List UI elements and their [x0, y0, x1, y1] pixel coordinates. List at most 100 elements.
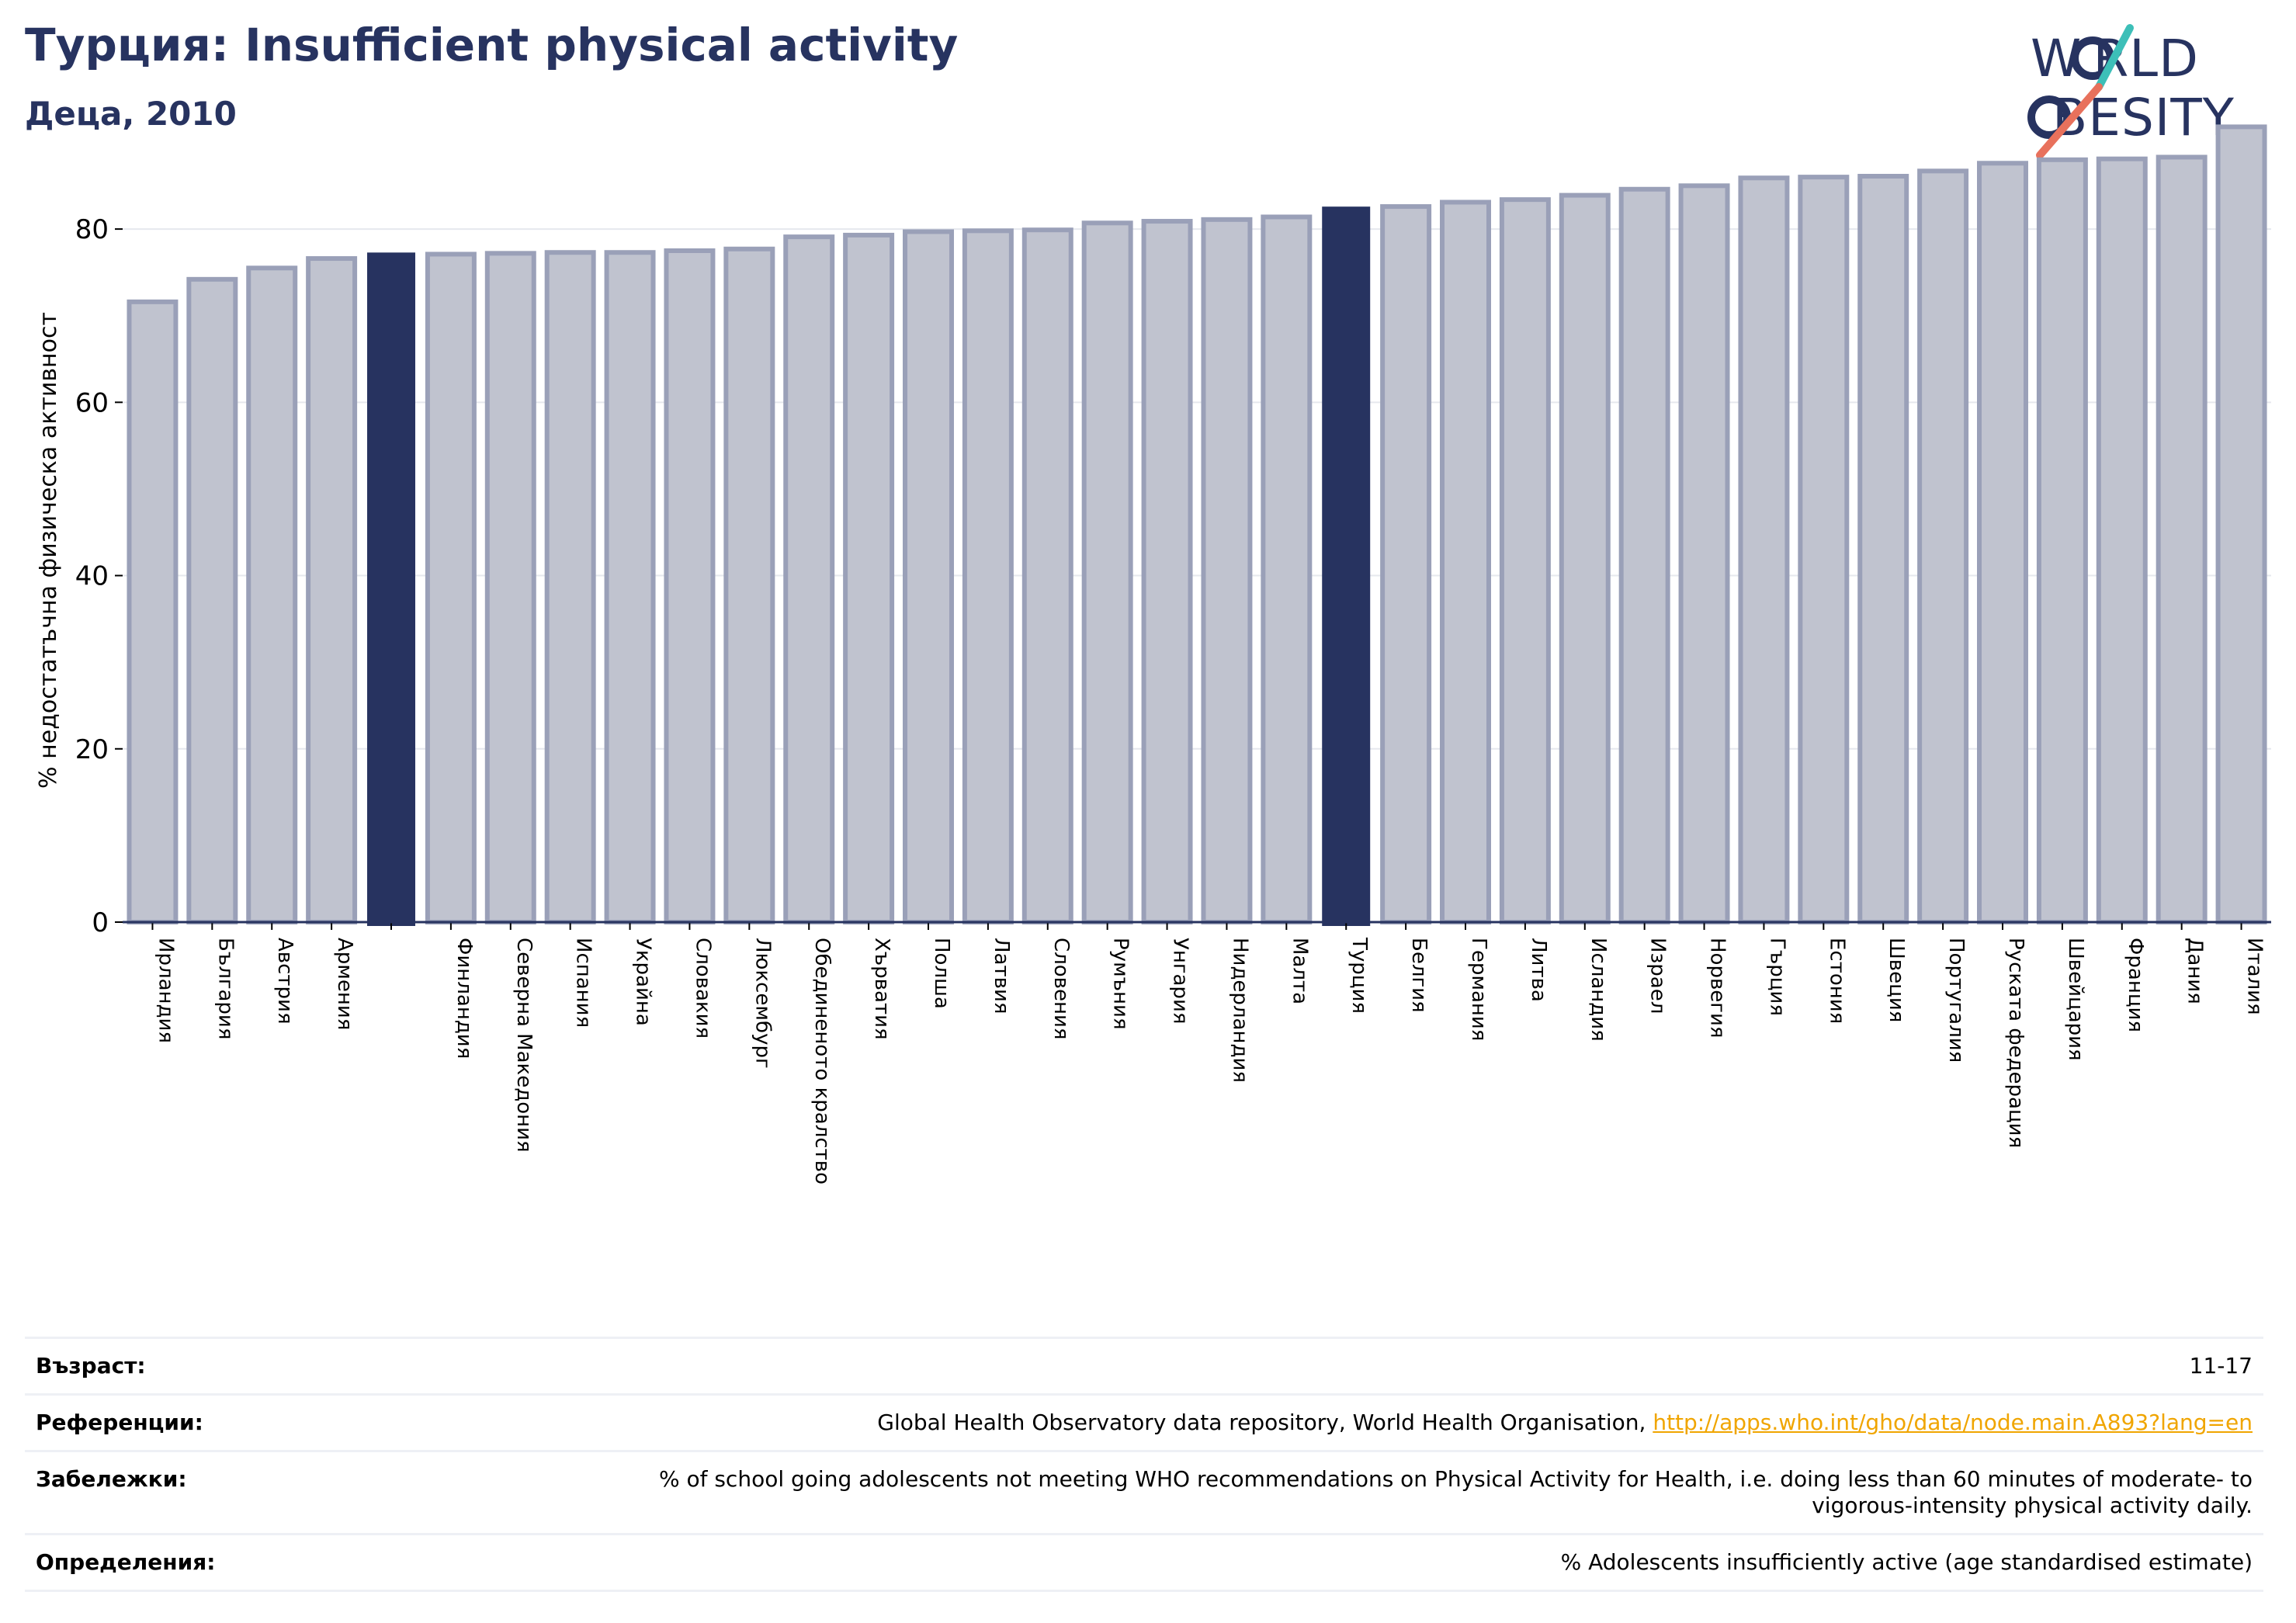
x-tick-label: Украйна: [632, 938, 655, 1026]
y-tick-label: 20: [75, 734, 109, 765]
x-tick-label: Франция: [2124, 938, 2147, 1032]
x-tick-label: Нидерландия: [1228, 938, 1251, 1083]
bar: [1499, 197, 1551, 924]
x-tick-label: Люксембург: [751, 938, 774, 1069]
bar: [2215, 124, 2267, 924]
x-tick-label: Испания: [572, 938, 595, 1028]
x-tick-label: Латвия: [990, 938, 1013, 1014]
x-tick-label: Ирландия: [154, 938, 177, 1043]
x-tick-label: Исландия: [1587, 938, 1610, 1042]
age-label: Възраст:: [36, 1353, 146, 1379]
bar-chart: 0 20 40 60 80 Ирландия България Австрия Армения Ф…: [35, 124, 2271, 1184]
x-tick-label: Дания: [2183, 938, 2207, 1004]
y-tick-label: 60: [75, 387, 109, 418]
logo-o-ring-2: [2027, 95, 2071, 139]
bar: [1141, 219, 1193, 924]
bar: [186, 276, 238, 924]
bar: [1678, 183, 1730, 924]
x-tick-label: Армения: [333, 938, 356, 1030]
x-tick-label: Руската федерация: [2004, 938, 2027, 1148]
world-obesity-logo: W RLD BESITY: [2027, 24, 2235, 159]
bar: [1261, 214, 1313, 925]
info-row-notes: Забележки: % of school going adolescents…: [25, 1450, 2263, 1533]
bars: [127, 124, 2267, 926]
bar: [1917, 168, 1969, 925]
axes: 0 20 40 60 80 Ирландия България Австрия Армения Ф…: [75, 214, 2271, 1184]
bar: [1857, 174, 1909, 925]
info-row-definitions: Определения: % Adolescents insufficientl…: [25, 1533, 2263, 1592]
logo-teal-slash: [2095, 24, 2134, 91]
bar: [962, 228, 1014, 924]
bar: [127, 299, 179, 924]
references-label: Референции:: [36, 1410, 203, 1435]
bar: [484, 251, 536, 924]
x-tick-label: Белгия: [1407, 938, 1431, 1013]
x-tick-label: Германия: [1467, 938, 1490, 1041]
notes-label: Забележки:: [36, 1466, 187, 1492]
logo-coral-slash: [2036, 83, 2103, 159]
x-tick-label: Швеция: [1885, 938, 1908, 1022]
y-tick-label: 40: [75, 561, 109, 592]
x-tick-label: Полша: [930, 938, 953, 1009]
bar: [664, 248, 716, 924]
bar: [1380, 204, 1432, 925]
x-tick-label: Малта: [1288, 938, 1311, 1004]
bar: [1201, 217, 1253, 925]
bar: [903, 229, 954, 924]
x-tick-label: Северна Македония: [512, 938, 536, 1153]
y-tick-label: 80: [75, 214, 109, 245]
age-value: 11-17: [2189, 1353, 2253, 1379]
bar: [723, 246, 775, 924]
bar: [1440, 199, 1491, 924]
bar: [2036, 157, 2088, 924]
page-subtitle: Деца, 2010: [25, 95, 237, 133]
references-value: Global Health Observatory data repositor…: [877, 1410, 2253, 1436]
bar: [1081, 220, 1133, 924]
x-tick-label: Турция: [1347, 937, 1371, 1014]
x-tick-label: България: [213, 938, 237, 1039]
page-title: Турция: Insufficient physical activity: [25, 19, 959, 71]
references-text: Global Health Observatory data repositor…: [877, 1410, 1653, 1435]
definitions-label: Определения:: [36, 1549, 216, 1575]
bar: [2156, 154, 2208, 924]
bar: [425, 251, 477, 924]
bar: [306, 256, 358, 924]
bar: [544, 250, 596, 925]
x-tick-label: Литва: [1527, 938, 1550, 1002]
definitions-value: % Adolescents insufficiently active (age…: [1560, 1549, 2253, 1575]
bar: [783, 234, 835, 925]
info-table: Възраст: 11-17 Референции: Global Health…: [25, 1337, 2263, 1592]
x-tick-label: Гърция: [1765, 938, 1788, 1016]
x-tick-label: Израел: [1646, 938, 1670, 1014]
info-row-age: Възраст: 11-17: [25, 1337, 2263, 1393]
x-tick-label: Швейцария: [2064, 938, 2087, 1061]
logo-line2: BESITY: [2052, 88, 2235, 147]
bar: [843, 232, 895, 924]
x-tick-label: Норвегия: [1706, 938, 1729, 1038]
y-axis-label: % недостатъчна физическа активност: [35, 312, 62, 789]
bar: [1559, 192, 1611, 924]
bar: [2096, 156, 2148, 925]
x-tick-label: Словения: [1049, 938, 1073, 1040]
x-tick-label: Италия: [2243, 938, 2267, 1015]
bar-highlighted: [1322, 206, 1371, 926]
bar: [1977, 161, 2028, 924]
bar: [1738, 175, 1790, 924]
bar: [1021, 227, 1073, 924]
x-tick-label: Румъния: [1109, 938, 1132, 1030]
x-tick-label: Обединеното кралство: [810, 938, 834, 1184]
x-tick-label: Хърватия: [870, 938, 893, 1040]
x-tick-label: Словакия: [691, 938, 714, 1039]
notes-value: % of school going adolescents not meetin…: [658, 1466, 2253, 1518]
bar: [1798, 175, 1850, 924]
info-row-references: Референции: Global Health Observatory da…: [25, 1393, 2263, 1450]
references-link[interactable]: http://apps.who.int/gho/data/node.main.A…: [1653, 1410, 2253, 1435]
bar: [246, 265, 298, 924]
x-tick-label: Финландия: [453, 938, 476, 1059]
y-tick-label: 0: [92, 907, 109, 938]
x-tick-label: Унгария: [1169, 938, 1192, 1024]
x-tick-label: Естония: [1825, 938, 1848, 1024]
x-tick-label: Австрия: [273, 938, 297, 1025]
bar-highlighted: [367, 252, 415, 926]
x-tick-label: Португалия: [1944, 938, 1968, 1063]
